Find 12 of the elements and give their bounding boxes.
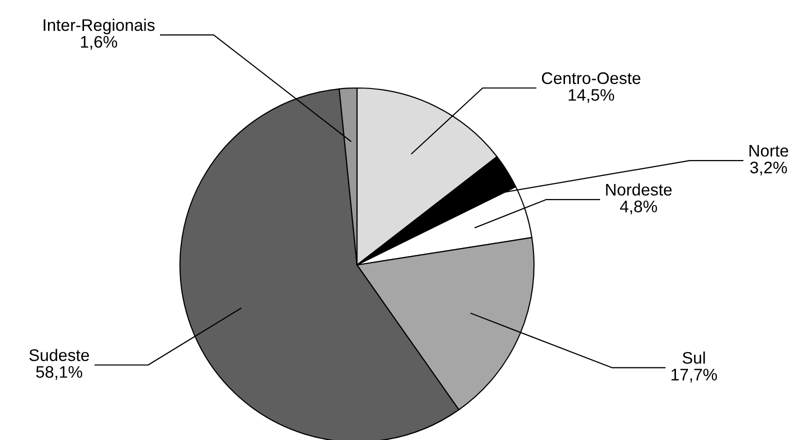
data-label: 4,8% — [620, 200, 658, 214]
data-label: 14,5% — [568, 89, 614, 103]
slice-label: Nordeste — [606, 183, 672, 196]
data-label: 3,2% — [750, 162, 787, 176]
slice-label: Centro-Oeste — [542, 72, 640, 84]
slice-label: Sudeste — [29, 348, 89, 362]
data-label: 58,1% — [36, 366, 82, 380]
slice-label: Inter-Regionais — [44, 18, 155, 34]
data-label: 1,6% — [80, 36, 118, 50]
slice-label: Sul — [682, 352, 705, 364]
data-label: 17,7% — [672, 368, 717, 382]
slice-label: Norte — [750, 145, 788, 157]
